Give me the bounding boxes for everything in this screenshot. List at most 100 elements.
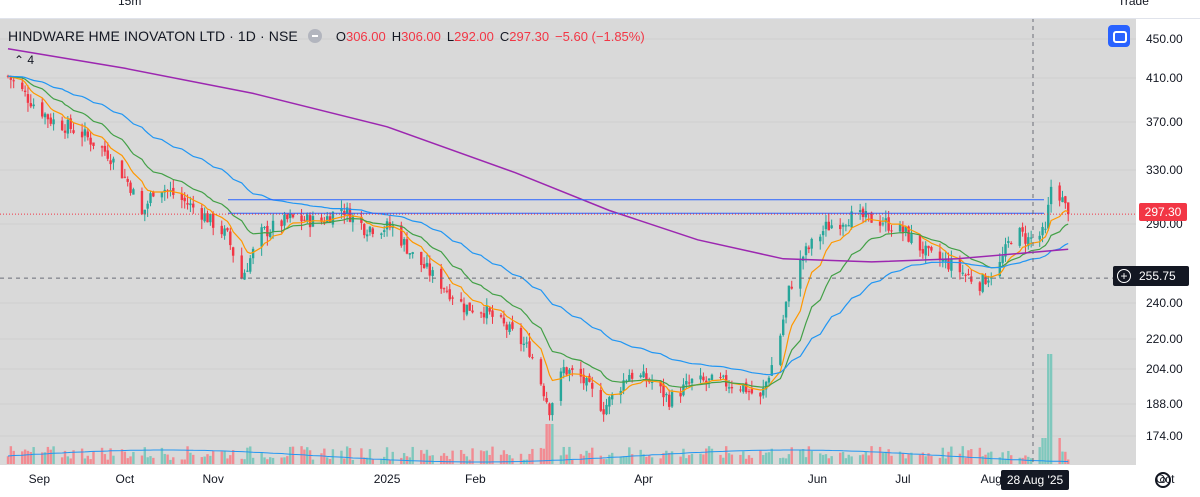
candle-body [123, 176, 127, 178]
candle-body [770, 365, 773, 376]
interval-button[interactable]: 15m [118, 0, 142, 8]
volume-bar [46, 446, 50, 464]
volume-bar [32, 447, 35, 464]
horizontal-levels[interactable] [0, 199, 1136, 215]
volume-bar [103, 454, 107, 464]
candle-body [212, 213, 215, 228]
volume-bar [508, 455, 511, 464]
ema-short-line [7, 75, 1069, 396]
volume-bar [203, 456, 206, 464]
candle-body [782, 319, 785, 335]
y-tick-label: 240.00 [1146, 296, 1183, 310]
volume-bar [1047, 354, 1050, 464]
volume-bar [385, 447, 389, 464]
top-toolbar: 15m Trade [0, 0, 1200, 19]
candle-body [901, 226, 905, 234]
price-axis[interactable] [1136, 18, 1200, 465]
volume-bar [650, 457, 654, 464]
candle-body [260, 227, 263, 247]
candle-body [400, 225, 403, 246]
candle-body [80, 131, 84, 138]
candle-body [445, 290, 449, 292]
candle-body [864, 211, 868, 218]
symbol-title[interactable]: HINDWARE HME INOVATON LTD · 1D · NSE [8, 28, 298, 44]
expand-icon[interactable] [1108, 25, 1130, 47]
candle-body [910, 233, 913, 244]
volume-bar [599, 455, 602, 464]
volume-bar [43, 452, 47, 464]
time-axis[interactable] [0, 465, 1200, 497]
candle-body [938, 251, 942, 261]
candle-body [1018, 227, 1021, 246]
volume-bar [1007, 450, 1010, 464]
candle-body [511, 322, 514, 329]
volume-bar [209, 455, 212, 464]
volume-bar [240, 458, 243, 464]
volume-bar [699, 453, 702, 464]
candle-body [425, 262, 429, 267]
volume-bar [1061, 451, 1064, 464]
candle-body [1010, 242, 1013, 245]
volume-bar [123, 451, 127, 464]
candle-body [930, 247, 933, 251]
grid-lines [0, 38, 1136, 437]
candle-body [562, 367, 565, 374]
volume-bar [479, 450, 483, 464]
candle-body [360, 216, 363, 223]
volume-bar [719, 454, 722, 464]
minus-icon[interactable] [307, 29, 322, 43]
volume-bar [668, 452, 671, 464]
crosshair [0, 18, 1136, 465]
volume-bar [628, 447, 631, 464]
candle-body [140, 190, 144, 215]
candle-body [742, 384, 745, 392]
volume-bar [867, 455, 870, 464]
candle-body [759, 392, 762, 397]
candle-body [622, 380, 625, 391]
candle-body [106, 150, 109, 159]
trade-label[interactable]: Trade [1118, 0, 1149, 8]
plus-icon[interactable]: + [1117, 269, 1131, 283]
candle-body [431, 270, 434, 276]
candle-body [824, 221, 828, 230]
candle-body [890, 230, 893, 232]
candle-body [365, 234, 369, 237]
volume-bar [542, 448, 545, 464]
volume-bar [799, 450, 802, 464]
volume-bar [431, 455, 434, 464]
volume-bar [739, 454, 742, 464]
candle-body [331, 211, 335, 225]
volume-bar [682, 448, 685, 464]
volume-bar [568, 446, 571, 464]
candle-body [707, 378, 711, 381]
volume-bar [283, 457, 286, 464]
volume-bar [163, 453, 166, 464]
candle-body [548, 403, 551, 416]
candle-body [100, 146, 104, 148]
volume-bar [411, 446, 414, 464]
candle-body [442, 288, 446, 290]
high-label: H [391, 28, 402, 44]
x-tick-label: Aug [981, 472, 1002, 486]
gear-icon[interactable] [1155, 472, 1171, 488]
volume-bar [528, 453, 531, 464]
volume-bar [770, 448, 773, 464]
volume-bar [1041, 438, 1044, 464]
candle-body [970, 276, 973, 282]
candle-body [300, 215, 303, 222]
candle-body [668, 394, 671, 407]
crosshair-price-tag[interactable]: + 255.75 [1113, 266, 1189, 286]
candle-body [21, 82, 24, 90]
candle-body [659, 381, 662, 387]
candle-body [565, 367, 568, 375]
volume-bar [471, 448, 474, 464]
indicator-toggle[interactable]: ⌃ 4 [14, 53, 34, 67]
candle-body [1029, 237, 1033, 239]
volume-bar [249, 446, 252, 464]
volume-bar [271, 457, 275, 464]
volume-bar [582, 455, 585, 464]
volume-bar [887, 449, 890, 464]
candle-body [605, 404, 608, 415]
volume-bar [303, 449, 306, 464]
